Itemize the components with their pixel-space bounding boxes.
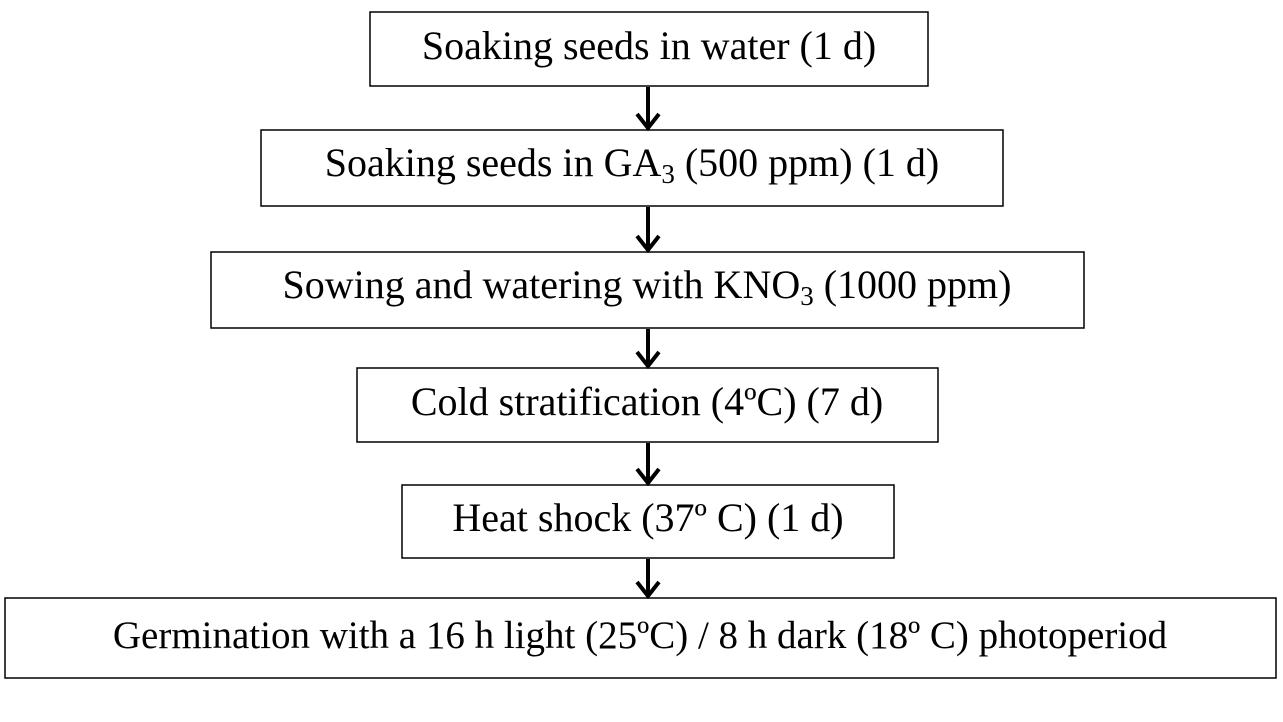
step-label: Soaking seeds in water (1 d) — [422, 23, 876, 68]
subscript: 3 — [800, 281, 814, 311]
step-text: Heat shock (37º C) (1 d) — [452, 495, 843, 540]
arrow — [635, 207, 661, 254]
step-box — [356, 367, 939, 443]
arrow — [635, 87, 661, 132]
step-text: Soaking seeds in water (1 d) — [422, 23, 876, 68]
step-text: Germination with a 16 h light (25ºC) / 8… — [113, 614, 1168, 657]
step-label: Soaking seeds in GA3 (500 ppm) (1 d) — [325, 140, 940, 189]
step-label: Heat shock (37º C) (1 d) — [452, 495, 843, 540]
step-label: Cold stratification (4ºC) (7 d) — [411, 379, 883, 424]
arrow — [635, 443, 661, 487]
arrow — [635, 329, 661, 370]
subscript: 3 — [661, 159, 675, 189]
arrow — [635, 559, 661, 600]
step-box — [260, 129, 1004, 207]
step-label: Germination with a 16 h light (25ºC) / 8… — [113, 614, 1168, 657]
step-text: Soaking seeds in GA — [325, 140, 662, 185]
step-box — [401, 484, 895, 559]
step-text: Sowing and watering with KNO — [283, 262, 801, 307]
step-text: (500 ppm) (1 d) — [675, 140, 939, 185]
step-text: Cold stratification (4ºC) (7 d) — [411, 379, 883, 424]
step-text: (1000 ppm) — [814, 262, 1012, 307]
step-box — [4, 597, 1277, 679]
step-box — [369, 11, 929, 87]
step-label: Sowing and watering with KNO3 (1000 ppm) — [283, 262, 1012, 311]
